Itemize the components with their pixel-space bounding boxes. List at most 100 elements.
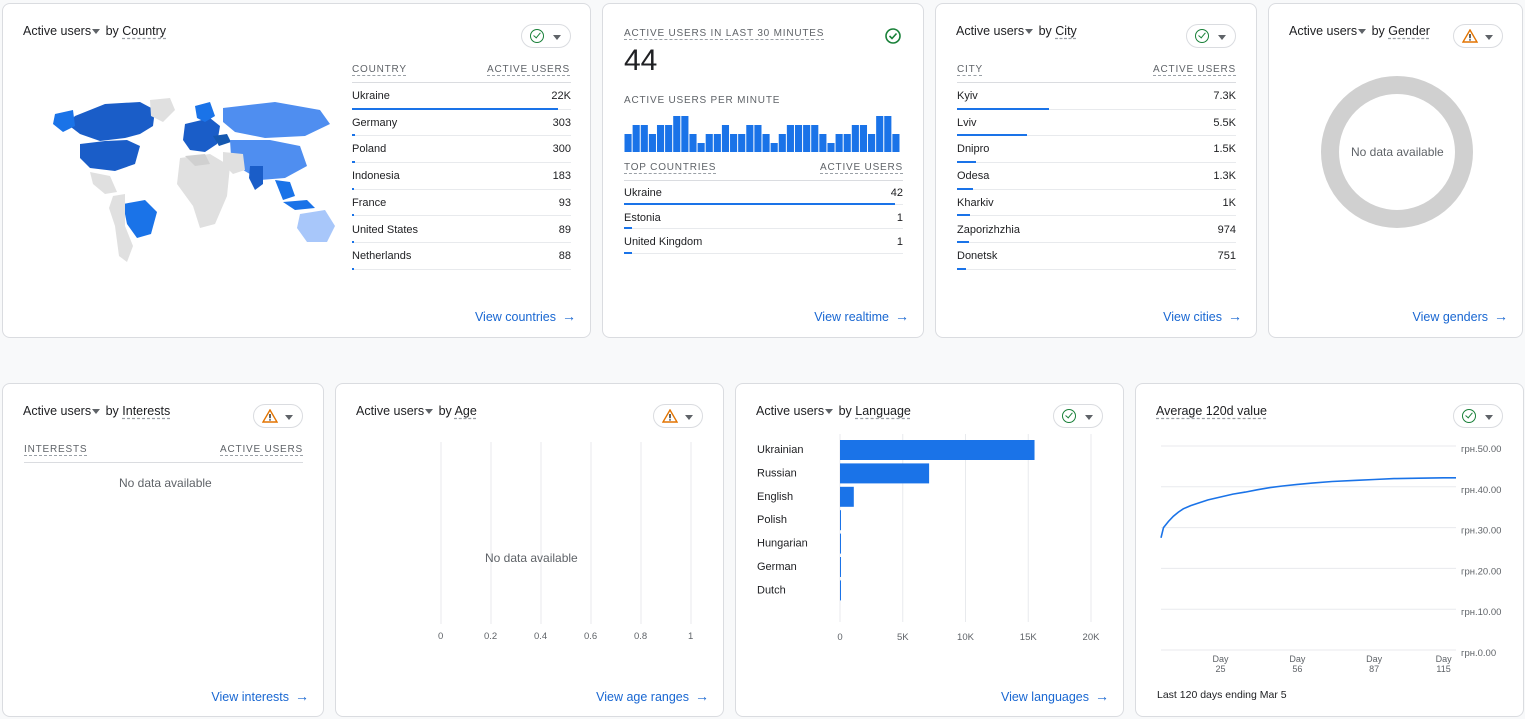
minute-bar[interactable] [632,125,640,152]
minute-bar[interactable] [746,125,754,152]
row-label: Netherlands [352,250,412,263]
minute-bar[interactable] [705,134,713,152]
minute-bar[interactable] [762,134,770,152]
category-label: Ukrainian [757,444,803,456]
minute-bar[interactable] [868,134,876,152]
map-russia [223,102,330,138]
date-range-footer: Last 120 days ending Mar 5 [1157,689,1287,701]
minute-bar[interactable] [665,125,673,152]
minute-bar[interactable] [859,125,868,152]
view-cities-link[interactable]: View cities → [1163,308,1242,324]
language-bar[interactable] [840,463,930,484]
caret-down-icon[interactable] [92,408,101,414]
y-tick-label: грн.0.00 [1461,648,1496,659]
minute-bar[interactable] [851,125,859,152]
no-data-label: No data available [1351,145,1444,159]
minute-bar[interactable] [738,134,746,152]
caret-down-icon[interactable] [1358,28,1367,34]
minute-bar[interactable] [721,125,730,152]
minute-bar[interactable] [673,116,681,152]
world-map [53,98,335,262]
status-dropdown[interactable] [1453,404,1503,428]
x-tick: 0.2 [484,631,498,642]
metric-selector[interactable]: Active users [756,404,825,418]
minute-bar[interactable] [697,143,705,152]
metric-selector[interactable]: Active users [23,24,92,38]
minute-bar[interactable] [656,125,665,152]
row-label: Germany [352,116,398,129]
minute-bar[interactable] [892,134,900,152]
city-card: Active users by City CITY ACTIVE USERS K… [935,3,1257,338]
minute-bar[interactable] [819,134,827,152]
row-label: Zaporizhzhia [957,223,1020,236]
caret-down-icon[interactable] [425,408,434,414]
warning-icon [262,409,278,423]
minute-bar[interactable] [713,134,721,152]
card-title[interactable]: Active users by City [956,24,1077,38]
card-title[interactable]: Active users by Language [756,404,911,418]
minute-bar[interactable] [876,116,884,152]
average-value-line[interactable] [1160,476,1456,538]
card-title[interactable]: Active users by Gender [1289,24,1430,38]
language-bar[interactable] [840,440,1035,460]
card-title[interactable]: Active users by Country [23,24,166,38]
view-age-ranges-link[interactable]: View age ranges → [596,688,709,704]
minute-bar[interactable] [827,143,835,152]
minute-bar[interactable] [786,125,794,152]
minute-bar[interactable] [689,134,697,152]
minute-bar[interactable] [835,134,843,152]
view-languages-link[interactable]: View languages → [1000,688,1109,704]
map-india [249,166,263,190]
metric-selector[interactable]: Active users [23,404,92,418]
minute-bar[interactable] [648,134,656,152]
card-title[interactable]: Active users by Interests [23,404,170,418]
caret-down-icon[interactable] [1025,28,1034,34]
language-bar[interactable] [840,510,841,531]
dimension-label: Language [855,404,911,418]
table-row: Zaporizhzhia 974 [957,217,1236,244]
minute-bar[interactable] [624,134,632,152]
check-circle-icon [530,29,544,43]
row-label: Kharkiv [957,196,994,209]
minute-bar[interactable] [640,125,648,152]
caret-down-icon[interactable] [92,28,101,34]
minute-bar[interactable] [754,125,762,152]
metric-selector[interactable]: Active users [1289,24,1358,38]
card-title[interactable]: Active users by Age [356,404,477,418]
minute-bar[interactable] [884,116,892,152]
x-tick-label: 0 [837,632,842,643]
status-dropdown[interactable] [521,24,571,48]
view-realtime-link[interactable]: View realtime → [814,308,909,324]
view-interests-link[interactable]: View interests → [211,688,309,704]
language-bar[interactable] [840,557,841,577]
status-dropdown[interactable] [1453,24,1503,48]
minute-bar[interactable] [778,134,786,152]
chevron-down-icon [553,35,561,40]
metric-selector[interactable]: Active users [356,404,425,418]
metric-selector[interactable]: Active users [956,24,1025,38]
language-bar[interactable] [840,580,841,601]
minute-bar[interactable] [843,134,851,152]
minute-bar[interactable] [794,125,803,152]
language-bar[interactable] [840,486,854,507]
status-dropdown[interactable] [653,404,703,428]
view-genders-link[interactable]: View genders → [1412,308,1508,324]
y-tick-label: грн.10.00 [1461,607,1501,618]
status-button[interactable] [883,26,903,46]
table-row: France 93 [352,190,571,217]
minute-bar[interactable] [681,116,689,152]
status-dropdown[interactable] [1186,24,1236,48]
minute-bar[interactable] [730,134,738,152]
minute-bar[interactable] [803,125,811,152]
caret-down-icon[interactable] [825,408,834,414]
y-tick-label: грн.50.00 [1461,444,1501,455]
row-label: Poland [352,143,387,156]
minute-bar[interactable] [811,125,819,152]
minute-bar[interactable] [770,143,778,152]
interests-card: Active users by Interests INTERESTS ACTI… [2,383,324,717]
status-dropdown[interactable] [1053,404,1103,428]
status-dropdown[interactable] [253,404,303,428]
view-countries-link[interactable]: View countries → [474,308,576,324]
language-bar[interactable] [840,533,841,554]
row-value: 1K [1222,196,1236,209]
